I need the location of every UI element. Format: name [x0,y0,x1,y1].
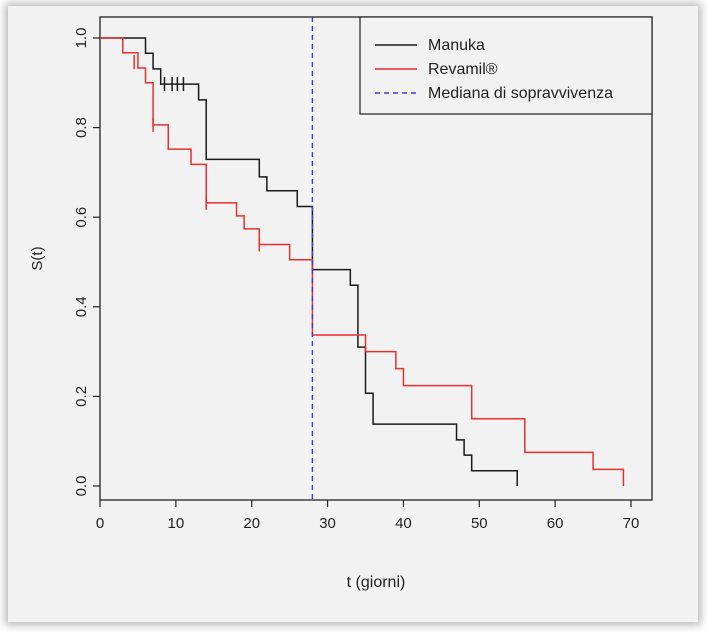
x-axis-label: t (giorni) [347,574,406,591]
y-tick-label: 0.0 [73,476,90,497]
y-tick-label: 0.2 [73,386,90,407]
x-axis: 0 10 20 30 40 50 60 70 [96,500,640,532]
y-axis-label: S(t) [29,246,46,270]
y-tick-label: 0.6 [73,207,90,228]
x-tick-label: 40 [395,515,412,532]
y-axis: 0.0 0.2 0.4 0.6 0.8 1.0 [73,28,100,497]
x-tick-label: 0 [96,515,104,532]
legend-label: Mediana di sopravvivenza [428,85,613,102]
x-tick-label: 70 [623,515,640,532]
series-1-curve [100,37,625,486]
x-tick-label: 50 [471,515,488,532]
x-tick-label: 30 [319,515,336,532]
legend-label: Manuka [428,37,485,54]
x-tick-label: 20 [243,515,260,532]
legend-box [359,16,653,115]
x-tick-label: 10 [168,515,185,532]
legend-label: Revamil® [428,61,498,78]
y-tick-label: 1.0 [73,28,90,49]
y-tick-label: 0.8 [73,117,90,138]
legend: Manuka Revamil® Mediana di sopravvivenza [359,16,653,115]
x-tick-label: 60 [547,515,564,532]
y-tick-label: 0.4 [73,296,90,317]
